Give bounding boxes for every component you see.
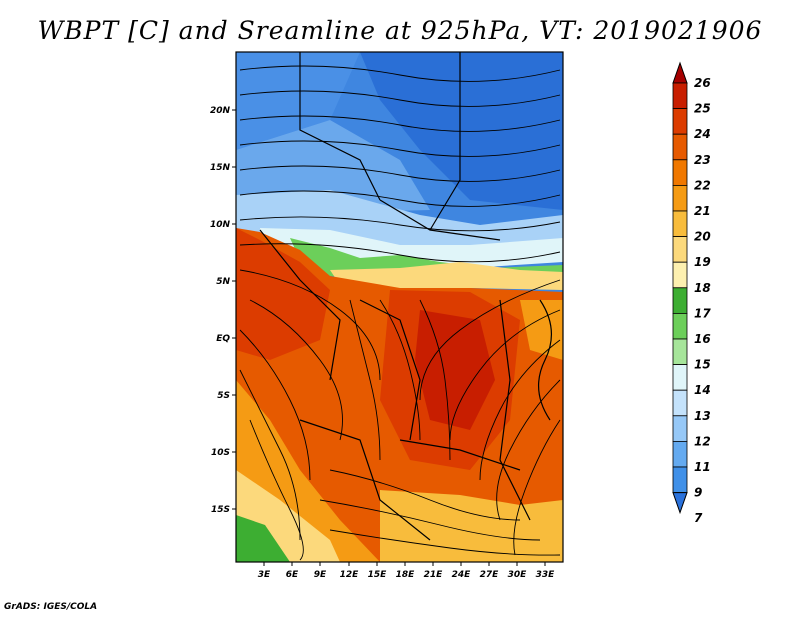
colorbar-label: 20 (694, 230, 711, 244)
lat-label: EQ (216, 334, 230, 344)
colorbar-label: 11 (694, 460, 711, 474)
lon-label: 21E (424, 570, 444, 580)
colorbar-label: 24 (694, 127, 711, 141)
map-title: WBPT [C] and Sreamline at 925hPa, VT: 20… (37, 16, 763, 45)
lat-label: 5S (217, 391, 230, 401)
lat-label: 10S (211, 448, 230, 458)
colorbar-swatch (672, 210, 688, 238)
colorbar-label: 26 (694, 76, 711, 90)
colorbar-swatch (672, 287, 688, 314)
colorbar-swatch (672, 159, 688, 186)
grads-credit: GrADS: IGES/COLA (4, 602, 98, 612)
axis-ticks (232, 109, 546, 566)
colorbar-label: 18 (694, 281, 711, 295)
colorbar: 26 25 24 23 22 21 20 19 18 17 16 15 14 13 12 11 9 7 (672, 61, 711, 525)
colorbar-label: 16 (694, 332, 711, 346)
warm-west (236, 228, 330, 360)
lon-label: 27E (480, 570, 500, 580)
colorbar-label: 22 (694, 178, 711, 192)
lon-label: 15E (368, 570, 388, 580)
latitude-labels: 20N 15N 10N 5N EQ 5S 10S 15S (210, 106, 231, 515)
lon-label: 18E (396, 570, 416, 580)
lon-label: 6E (286, 570, 299, 580)
longitude-labels: 3E 6E 9E 12E 15E 18E 21E 24E 27E 30E 33E (258, 570, 555, 580)
colorbar-swatch (672, 415, 688, 442)
lon-label: 12E (340, 570, 360, 580)
colorbar-swatch (672, 440, 688, 468)
colorbar-swatch (672, 108, 688, 135)
colorbar-label: 23 (694, 153, 711, 167)
colorbar-swatch (672, 466, 688, 494)
colorbar-swatch (672, 261, 688, 289)
green-corner (236, 515, 290, 562)
colorbar-swatch (672, 338, 688, 366)
colorbar-label: 14 (694, 383, 711, 397)
lat-label: 10N (210, 220, 231, 230)
colorbar-swatch (672, 184, 688, 212)
lat-label: 20N (210, 106, 231, 116)
map-frame (235, 51, 564, 563)
streamlines (239, 65, 561, 561)
colorbar-label: 15 (694, 358, 711, 372)
colorbar-label: 13 (694, 409, 711, 423)
colorbar-swatch (672, 82, 688, 110)
colorbar-swatch (672, 133, 688, 161)
colorbar-label: 17 (694, 306, 711, 320)
colorbar-label: 7 (694, 511, 703, 525)
lon-label: 24E (452, 570, 472, 580)
colorbar-top-arrow (672, 61, 688, 84)
lat-label: 5N (216, 277, 230, 287)
cool-field-mid (236, 52, 360, 150)
colorbar-label: 19 (694, 255, 711, 269)
lon-label: 30E (508, 570, 528, 580)
lat-label: 15N (210, 163, 231, 173)
lon-label: 9E (314, 570, 327, 580)
colorbar-swatch (672, 389, 688, 417)
colorbar-label: 21 (694, 204, 711, 218)
lon-label: 3E (258, 570, 271, 580)
warm-field-south (380, 490, 563, 562)
colorbar-bottom-arrow (672, 492, 688, 515)
colorbar-swatch (672, 312, 688, 340)
east-lake-zone (520, 300, 563, 360)
colorbar-label: 25 (694, 102, 711, 116)
colorbar-swatch (672, 364, 688, 391)
yellow-band (330, 262, 563, 290)
country-borders (259, 52, 553, 541)
colorbar-label: 9 (694, 486, 702, 500)
colorbar-swatch (672, 236, 688, 263)
colorbar-label: 12 (694, 434, 711, 448)
lon-label: 33E (536, 570, 556, 580)
warm-core-dark (415, 310, 495, 430)
lat-label: 15S (211, 505, 230, 515)
